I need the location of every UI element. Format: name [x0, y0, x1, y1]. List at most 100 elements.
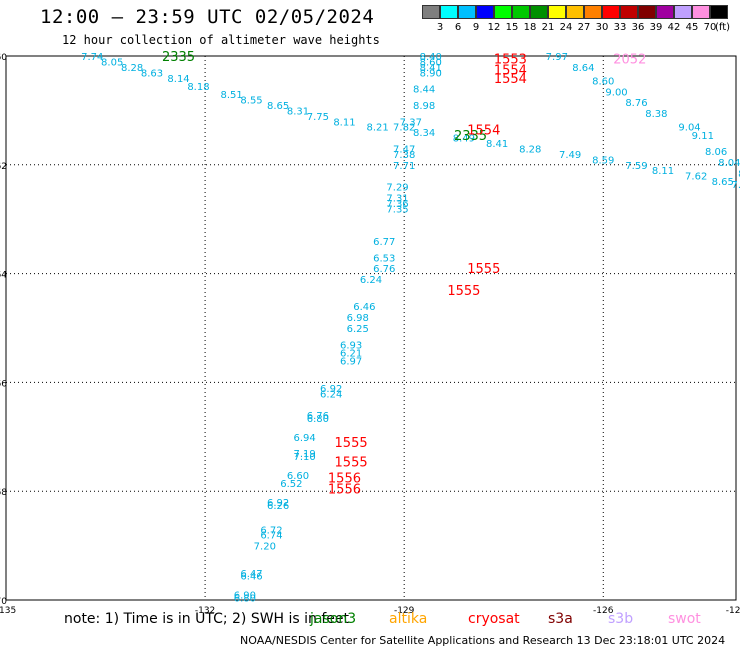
wave-height-label: 8.05	[101, 57, 123, 68]
satellite-legend-item: s3a	[548, 611, 573, 627]
footer-credit: NOAA/NESDIS Center for Satellite Applica…	[240, 634, 726, 647]
color-scale-swatch	[494, 5, 512, 19]
color-scale-label: 15	[505, 22, 519, 33]
pass-number-label: 1553	[494, 53, 527, 68]
wave-height-label: 6.98	[347, 313, 369, 324]
wave-height-label: 6.52	[280, 479, 302, 490]
color-scale-label: 70	[703, 22, 717, 33]
wave-height-label: 7.49	[559, 150, 581, 161]
wave-height-label: 7.89	[732, 180, 740, 191]
wave-height-label: 8.11	[652, 166, 674, 177]
wave-height-label: 8.84	[738, 169, 740, 180]
wave-height-label: 8.51	[221, 90, 243, 101]
wave-height-label: 8.40	[420, 52, 442, 63]
wave-height-label: 6.46	[240, 572, 262, 583]
pass-number-label: 2335	[454, 129, 487, 144]
color-scale-swatch	[674, 5, 692, 19]
wave-height-label: 8.38	[645, 109, 667, 120]
wave-height-label: 7.19	[294, 449, 316, 460]
wave-height-label: 6.21	[340, 348, 362, 359]
wave-height-label: 7.29	[386, 183, 408, 194]
wave-height-label: 8.76	[625, 98, 647, 109]
color-scale-swatch	[458, 5, 476, 19]
wave-height-label: 8.28	[121, 63, 143, 74]
wave-height-label: 7.35	[386, 204, 408, 215]
wave-height-label: 8.90	[420, 68, 442, 79]
wave-height-label: 7.82	[393, 123, 415, 134]
wave-height-label: 7.36	[386, 199, 408, 210]
y-tick-label: -64	[0, 271, 7, 281]
wave-height-label: 6.24	[320, 389, 342, 400]
pass-number-label: 2052	[613, 53, 646, 68]
wave-height-label: 6.26	[267, 501, 289, 512]
wave-height-label: 7.59	[625, 161, 647, 172]
color-scale-swatch	[548, 5, 566, 19]
color-scale-swatch	[620, 5, 638, 19]
wave-height-label: 7.20	[254, 542, 276, 553]
color-scale-label: 3	[436, 22, 444, 33]
color-scale-swatch	[422, 5, 440, 19]
wave-height-label: 9.00	[605, 87, 627, 98]
wave-height-label: 8.28	[519, 144, 541, 155]
color-scale-label: 6	[454, 22, 462, 33]
color-scale-swatch	[656, 5, 674, 19]
wave-height-label: 7.75	[307, 112, 329, 123]
color-scale-label: 21	[541, 22, 555, 33]
x-tick-label: -124	[726, 606, 740, 616]
x-tick-label: -129	[394, 606, 415, 616]
wave-height-label: 7.38	[393, 150, 415, 161]
color-scale-swatch	[602, 5, 620, 19]
pass-number-label: 1556	[328, 482, 361, 497]
color-scale-label: 12	[487, 22, 501, 33]
wave-height-label: 6.47	[240, 569, 262, 580]
y-tick-label: -60	[0, 53, 7, 63]
color-scale-label: 39	[649, 22, 663, 33]
color-scale-label: 30	[595, 22, 609, 33]
color-scale-swatch	[584, 5, 602, 19]
color-scale-label: 45	[685, 22, 699, 33]
wave-height-label: 8.59	[592, 155, 614, 166]
wave-height-label: 8.06	[705, 147, 727, 158]
pass-number-label: 1554	[494, 72, 527, 87]
wave-height-label: 6.90	[234, 591, 256, 602]
color-scale-label: 42	[667, 22, 681, 33]
wave-height-label: 6.94	[294, 433, 316, 444]
wave-height-label: 9.11	[692, 131, 714, 142]
pass-number-label: 1554	[494, 64, 527, 79]
wave-height-label: 6.25	[347, 324, 369, 335]
y-tick-label: -68	[0, 488, 7, 498]
wave-height-label: 7.62	[685, 172, 707, 183]
wave-height-label: 8.63	[141, 68, 163, 79]
wave-height-label: 8.49	[453, 134, 475, 145]
wave-height-label: 6.93	[340, 340, 362, 351]
pass-number-label: 1555	[447, 284, 480, 299]
pass-number-label: 1556	[328, 472, 361, 487]
satellite-legend-item: swot	[668, 611, 701, 627]
pass-number-label: 2335	[162, 50, 195, 65]
satellite-legend-item: jason3	[310, 611, 357, 627]
color-scale-swatch	[530, 5, 548, 19]
wave-height-label: 8.60	[420, 57, 442, 68]
wave-height-label: 7.10	[294, 452, 316, 463]
satellite-legend-item: altika	[389, 611, 428, 627]
pass-number-label: 1555	[335, 436, 368, 451]
page-subtitle: 12 hour collection of altimeter wave hei…	[62, 33, 380, 47]
pass-number-label: 1554	[467, 123, 500, 138]
color-scale-label: 36	[631, 22, 645, 33]
footer-note: note: 1) Time is in UTC; 2) SWH is in fe…	[64, 611, 350, 627]
satellite-legend-item: s3b	[608, 611, 634, 627]
color-scale-swatch	[638, 5, 656, 19]
color-scale-swatch	[566, 5, 584, 19]
wave-height-label: 6.92	[267, 498, 289, 509]
wave-height-label: 7.71	[393, 161, 415, 172]
wave-height-label: 6.92	[320, 384, 342, 395]
page-title: 12:00 — 23:59 UTC 02/05/2024	[40, 6, 375, 28]
wave-height-label: 6.24	[360, 275, 382, 286]
wave-height-label: 8.44	[413, 85, 435, 96]
wave-height-label: 6.97	[340, 357, 362, 368]
color-scale-label: 9	[472, 22, 480, 33]
color-scale-label: 24	[559, 22, 573, 33]
pass-number-label: 1555	[335, 455, 368, 470]
